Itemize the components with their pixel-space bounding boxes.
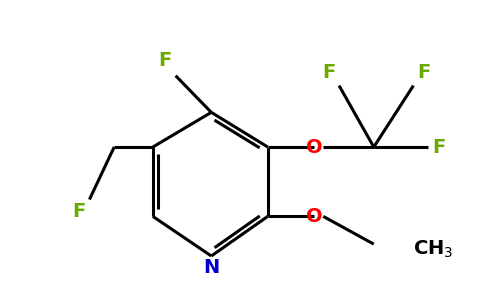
Text: F: F bbox=[322, 63, 335, 82]
Text: O: O bbox=[306, 207, 323, 226]
Text: O: O bbox=[306, 137, 323, 157]
Text: F: F bbox=[432, 137, 445, 157]
Text: F: F bbox=[158, 51, 172, 70]
Text: N: N bbox=[203, 258, 219, 277]
Text: F: F bbox=[417, 63, 431, 82]
Text: F: F bbox=[72, 202, 86, 220]
Text: CH$_3$: CH$_3$ bbox=[413, 238, 454, 260]
